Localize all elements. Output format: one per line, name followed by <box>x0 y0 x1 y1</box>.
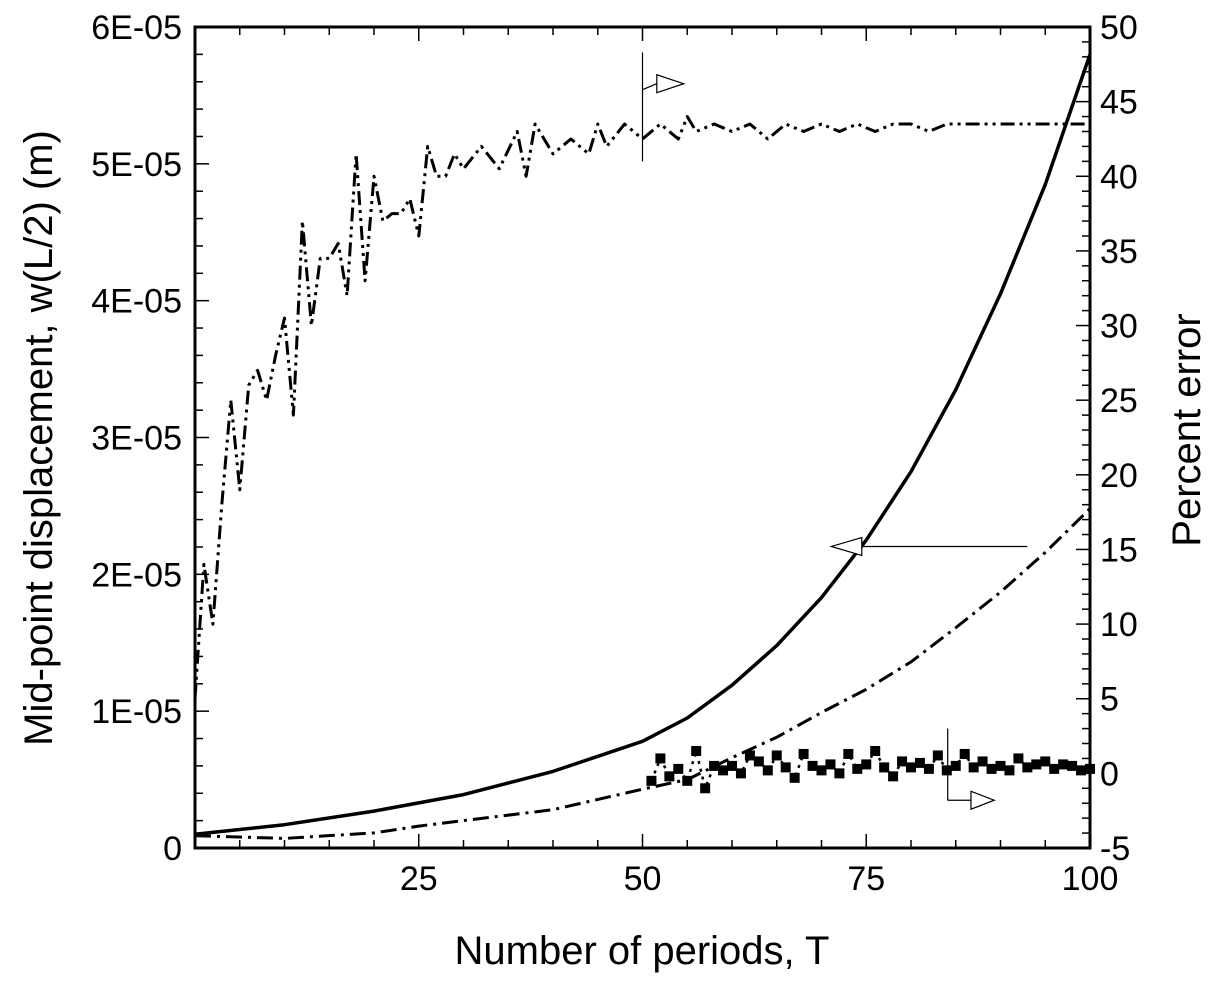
series-marker <box>995 760 1006 771</box>
series-marker <box>861 759 872 770</box>
series-marker <box>825 759 836 770</box>
y-axis-title-left: Mid-point displacement, w(L/2) (m) <box>17 130 61 746</box>
series-line-1 <box>194 53 1092 837</box>
series-line-2 <box>194 507 1092 840</box>
series-marker <box>1067 760 1078 771</box>
series-marker <box>744 750 755 761</box>
y-right-tick-label: 40 <box>1100 158 1138 196</box>
series-marker <box>753 756 764 767</box>
y-left-tick-label: 4E-05 <box>91 283 182 321</box>
axis-indicator-arrows <box>641 52 1028 811</box>
tick-labels: 25 50 75 10001E-052E-053E-054E-055E-056E-05… <box>91 9 1138 898</box>
series-marker <box>879 762 890 773</box>
series-marker <box>691 745 702 756</box>
series-marker <box>1031 759 1042 770</box>
y-right-tick-label: -5 <box>1100 830 1130 868</box>
series-marker <box>700 783 711 794</box>
x-tick-label: 75 <box>847 860 885 898</box>
y-left-tick-label: 0 <box>163 830 182 868</box>
series-marker <box>789 772 800 783</box>
series-marker <box>1058 759 1069 770</box>
series-marker <box>816 765 827 776</box>
y-left-tick-label: 3E-05 <box>91 420 182 458</box>
x-tick-label: 100 <box>1062 860 1119 898</box>
series-marker <box>771 750 782 761</box>
y-right-tick-label: 35 <box>1100 233 1138 271</box>
series-marker <box>682 775 693 786</box>
y-right-tick-label: 30 <box>1100 308 1138 346</box>
series-marker <box>843 748 854 759</box>
x-axis-title: Number of periods, T <box>455 929 830 973</box>
series-marker <box>1040 756 1051 767</box>
series-marker <box>852 763 863 774</box>
series-marker <box>655 753 666 764</box>
y-left-tick-label: 2E-05 <box>91 556 182 594</box>
series-marker <box>735 768 746 779</box>
y-right-tick-label: 25 <box>1100 382 1138 420</box>
series-marker <box>709 760 720 771</box>
series-marker <box>986 763 997 774</box>
series-marker <box>834 768 845 779</box>
y-right-tick-label: 15 <box>1100 531 1138 569</box>
series-marker <box>664 771 675 782</box>
y-left-tick-label: 6E-05 <box>91 9 182 47</box>
left-axis-arrow-head <box>829 536 863 557</box>
series-marker <box>807 760 818 771</box>
y-right-tick-label: 50 <box>1100 9 1138 47</box>
series-marker <box>1022 762 1033 773</box>
series-marker <box>897 756 908 767</box>
series-marker <box>888 771 899 782</box>
series-marker <box>977 756 988 767</box>
series-marker <box>1004 765 1015 776</box>
plot-frame <box>193 25 1092 850</box>
series-marker <box>646 775 657 786</box>
series-marker <box>673 763 684 774</box>
series-marker <box>906 762 916 773</box>
series-marker <box>1013 753 1024 764</box>
series-marker <box>923 763 934 774</box>
y-right-tick-label: 45 <box>1100 84 1138 122</box>
series-line-3 <box>193 115 1090 699</box>
series-marker <box>762 765 773 776</box>
y-right-tick-label: 20 <box>1100 457 1138 495</box>
series-marker <box>870 745 881 756</box>
y-left-tick-label: 5E-05 <box>91 146 182 184</box>
series-marker <box>968 762 979 773</box>
y-right-tick-label: 5 <box>1100 681 1119 719</box>
y-right-tick-label: 10 <box>1100 606 1138 644</box>
series-marker <box>718 765 729 776</box>
series-marker <box>798 748 809 759</box>
series-marker <box>1076 765 1087 776</box>
y-left-tick-label: 1E-05 <box>91 693 182 731</box>
series-marker <box>1049 763 1060 774</box>
series-marker <box>914 757 925 768</box>
series-layer <box>193 53 1095 840</box>
x-tick-label: 50 <box>624 860 662 898</box>
y-right-tick-label: 0 <box>1100 755 1119 793</box>
series-marker <box>959 748 970 759</box>
flag-arrow-lower-head <box>970 790 996 811</box>
series-marker <box>950 760 961 771</box>
y-axis-title-right: Percent error <box>1165 313 1209 546</box>
series-marker <box>932 750 943 761</box>
flag-arrow-upper-shaft <box>642 83 658 91</box>
series-marker <box>780 762 791 773</box>
flag-arrow-upper-head <box>656 73 686 94</box>
series-marker <box>941 765 952 776</box>
series-marker <box>727 760 737 771</box>
x-tick-label: 25 <box>400 860 438 898</box>
